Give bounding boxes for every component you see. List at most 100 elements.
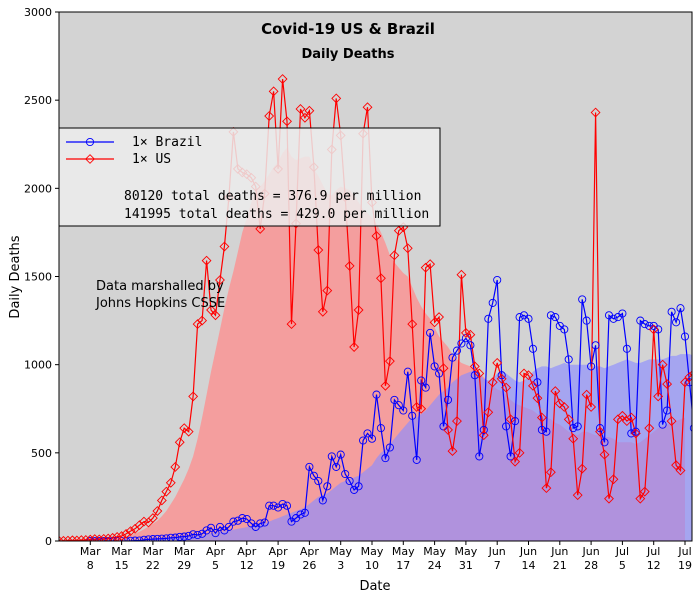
y-tick-label: 2000 (24, 182, 52, 195)
data-point-us (384, 356, 395, 367)
data-point-brazil (269, 501, 278, 510)
data-point-us (322, 285, 333, 296)
data-point-brazil (417, 376, 426, 385)
data-point-brazil (493, 275, 502, 285)
data-point-brazil (631, 427, 640, 436)
data-point-brazil (680, 332, 690, 341)
data-point-brazil (551, 313, 560, 322)
x-tick-label-day: 12 (647, 559, 661, 572)
plot-area (58, 11, 693, 542)
data-point-brazil (390, 395, 399, 404)
data-point-brazil (309, 471, 318, 480)
data-point-us (201, 255, 212, 266)
data-point-brazil (305, 462, 314, 471)
data-point-us (179, 423, 190, 434)
data-point-brazil (528, 344, 538, 353)
data-point-us (219, 241, 230, 252)
data-point-brazil (515, 313, 524, 322)
x-tick-label-month: Apr (300, 545, 320, 558)
data-point-brazil (595, 424, 605, 433)
y-tick-label: 0 (45, 535, 52, 548)
y-tick-label: 1500 (24, 271, 52, 284)
x-tick-label-day: 7 (494, 559, 501, 572)
data-point-brazil (336, 450, 345, 459)
data-point-us (98, 533, 109, 541)
data-point-brazil (622, 344, 631, 353)
x-tick-label-day: 31 (459, 559, 473, 572)
data-point-brazil (448, 353, 457, 362)
data-point-us (492, 357, 503, 368)
source-annotation: Data marshalled by Johns Hopkins CSSE (95, 279, 225, 311)
chart-title: Covid-19 US & Brazil (261, 20, 435, 38)
data-point-us (215, 275, 225, 285)
data-point-brazil (654, 325, 663, 334)
data-point-us (501, 382, 512, 393)
data-point-brazil (367, 434, 377, 443)
data-point-us (635, 493, 646, 504)
data-point-brazil (162, 534, 171, 541)
data-point-us (362, 102, 373, 113)
x-tick-label-day: 21 (553, 559, 567, 572)
data-point-us (371, 231, 382, 241)
data-point-us (434, 312, 445, 322)
data-point-us (425, 259, 436, 270)
data-point-us (268, 86, 279, 97)
data-point-us (116, 531, 127, 541)
data-point-us (71, 535, 82, 541)
series-line-us (59, 78, 692, 541)
data-point-us (510, 456, 521, 467)
data-point-us (523, 370, 534, 381)
x-tick-label-day: 24 (428, 559, 442, 572)
data-point-brazil (86, 536, 95, 541)
data-point-brazil (148, 535, 157, 541)
data-point-us (125, 526, 136, 537)
data-point-brazil (90, 536, 99, 541)
data-point-us (478, 430, 489, 441)
data-point-us (299, 112, 310, 123)
legend-entry-us: 1× US (132, 152, 171, 167)
annotation-line-1: Data marshalled by (96, 279, 224, 294)
data-point-us (416, 403, 427, 414)
moving-average-area-brazil (90, 354, 692, 541)
data-point-us (666, 416, 677, 427)
x-tick-label-month: Mar (174, 545, 195, 558)
data-point-brazil (457, 339, 466, 348)
data-point-brazil (193, 530, 202, 540)
data-point-brazil (573, 422, 582, 431)
data-point-us (313, 245, 324, 255)
data-point-us (85, 534, 96, 541)
x-tick-label-day: 15 (115, 559, 129, 572)
x-tick-label-month: Jul (646, 545, 660, 558)
data-point-brazil (435, 369, 444, 378)
data-point-us (183, 426, 194, 437)
data-point-us (595, 426, 605, 437)
data-point-us (559, 402, 570, 412)
data-point-us (197, 315, 208, 326)
data-point-us (590, 107, 601, 118)
data-point-brazil (166, 533, 175, 541)
data-point-us (152, 506, 163, 516)
data-point-brazil (484, 314, 493, 323)
data-point-brazil (430, 362, 439, 371)
y-tick-label: 3000 (24, 6, 52, 19)
data-point-brazil (497, 371, 506, 380)
data-point-brazil (224, 522, 233, 531)
data-point-brazil (233, 516, 242, 525)
x-tick-label-day: 19 (678, 559, 692, 572)
data-point-brazil (658, 420, 667, 429)
data-point-us (541, 483, 552, 494)
data-point-us (483, 407, 494, 418)
data-point-brazil (323, 482, 332, 491)
data-point-us (317, 306, 328, 317)
x-tick-label-day: 17 (396, 559, 410, 572)
data-point-brazil (676, 304, 685, 313)
data-point-brazil (314, 476, 323, 486)
x-tick-label-month: Jun (582, 545, 600, 558)
annotation-line-2: Johns Hopkins CSSE (95, 296, 225, 311)
x-tick-label-month: Apr (206, 545, 226, 558)
data-point-brazil (689, 424, 692, 432)
x-tick-label-day: 5 (619, 559, 626, 572)
data-point-us (505, 414, 516, 425)
legend-marker-us (85, 154, 95, 164)
